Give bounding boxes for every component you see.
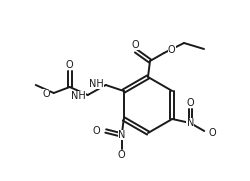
Text: O: O — [168, 45, 175, 55]
Text: O: O — [92, 126, 100, 136]
Text: NH: NH — [89, 79, 104, 89]
Text: NH: NH — [71, 91, 86, 101]
Text: O: O — [186, 98, 194, 108]
Text: N: N — [186, 118, 194, 128]
Text: O: O — [66, 60, 74, 70]
Text: N: N — [118, 130, 126, 140]
Text: O: O — [42, 89, 50, 99]
Text: O: O — [118, 150, 126, 160]
Text: O: O — [208, 128, 216, 138]
Text: O: O — [131, 40, 139, 50]
